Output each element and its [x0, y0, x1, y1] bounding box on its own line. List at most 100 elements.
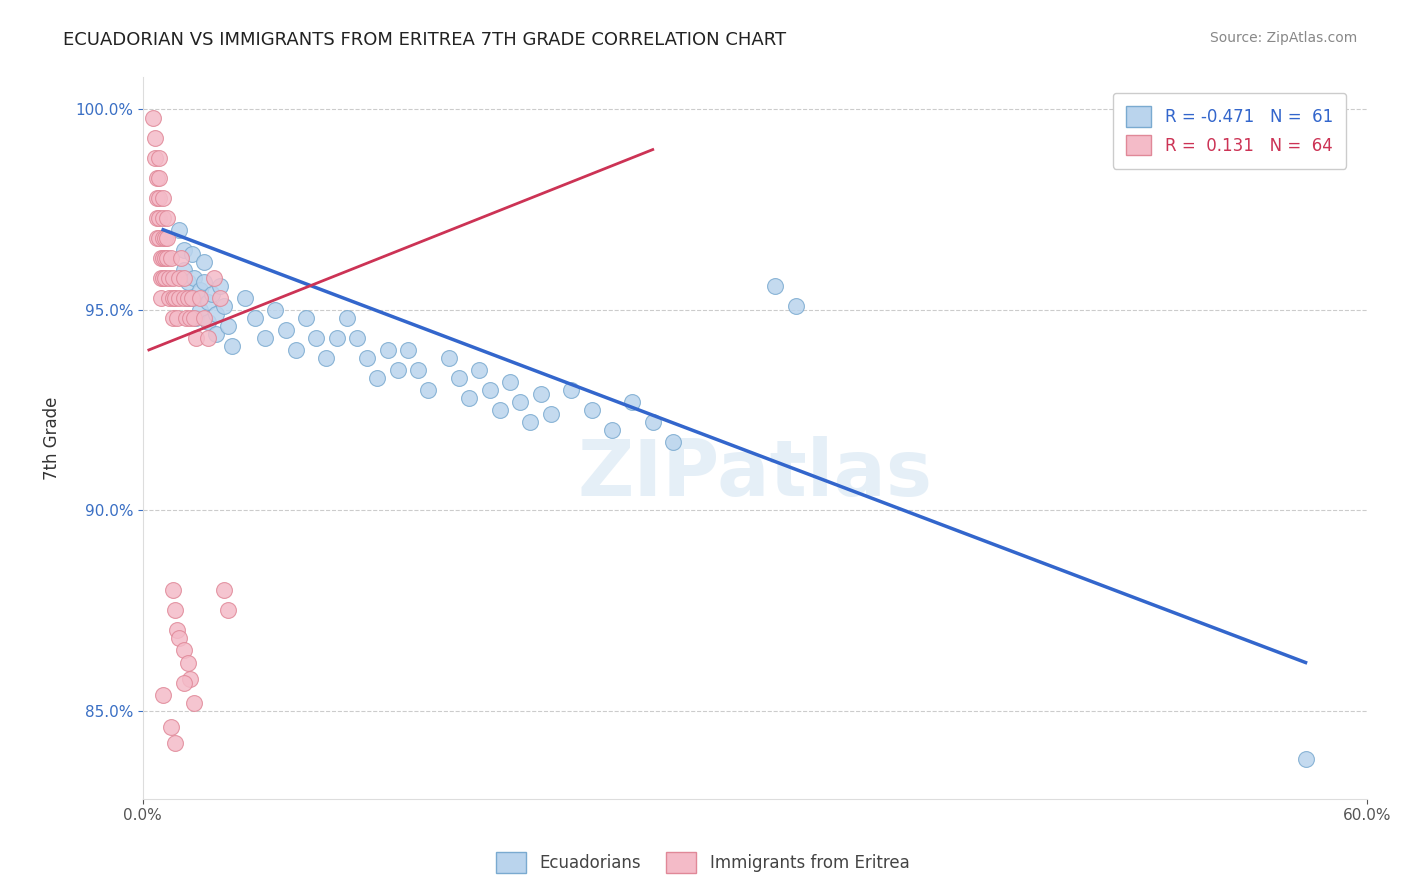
Point [295, 310, 318, 325]
Point [176, 291, 198, 305]
Point [205, 307, 228, 321]
Point [217, 318, 239, 333]
Point [183, 270, 205, 285]
Point [150, 291, 173, 305]
Point [173, 270, 195, 285]
Point [763, 278, 786, 293]
Point [170, 251, 193, 265]
Point [156, 231, 179, 245]
Point [305, 331, 328, 345]
Point [183, 310, 205, 325]
Text: ZIPatlas: ZIPatlas [578, 436, 932, 512]
Point [346, 331, 368, 345]
Point [160, 251, 183, 265]
Point [233, 291, 256, 305]
Point [396, 343, 419, 357]
Point [387, 363, 409, 377]
Point [600, 423, 623, 437]
Legend: R = -0.471   N =  61, R =  0.131   N =  64: R = -0.471 N = 61, R = 0.131 N = 64 [1114, 93, 1346, 169]
Point [183, 696, 205, 710]
Point [499, 375, 522, 389]
Point [173, 291, 195, 305]
Point [146, 191, 169, 205]
Point [176, 656, 198, 670]
Point [641, 415, 664, 429]
Point [162, 270, 184, 285]
Point [150, 251, 173, 265]
Point [169, 632, 191, 646]
Point [157, 270, 180, 285]
Point [447, 371, 470, 385]
Point [478, 383, 501, 397]
Point [152, 211, 174, 225]
Point [217, 603, 239, 617]
Point [356, 351, 378, 365]
Point [560, 383, 582, 397]
Point [165, 603, 187, 617]
Point [366, 371, 388, 385]
Point [221, 339, 243, 353]
Point [173, 675, 195, 690]
Y-axis label: 7th Grade: 7th Grade [44, 396, 60, 480]
Point [188, 291, 211, 305]
Point [325, 331, 347, 345]
Point [193, 310, 215, 325]
Point [153, 231, 176, 245]
Point [418, 383, 440, 397]
Point [146, 231, 169, 245]
Point [209, 278, 232, 293]
Point [166, 310, 188, 325]
Point [184, 331, 207, 345]
Point [148, 231, 170, 245]
Point [176, 275, 198, 289]
Point [162, 291, 184, 305]
Point [152, 270, 174, 285]
Point [143, 130, 166, 145]
Point [160, 720, 183, 734]
Point [152, 688, 174, 702]
Point [165, 736, 187, 750]
Point [180, 291, 202, 305]
Point [162, 583, 184, 598]
Point [153, 270, 176, 285]
Point [193, 254, 215, 268]
Point [169, 270, 191, 285]
Point [173, 643, 195, 657]
Text: Source: ZipAtlas.com: Source: ZipAtlas.com [1209, 31, 1357, 45]
Point [214, 299, 236, 313]
Point [529, 387, 551, 401]
Point [156, 211, 179, 225]
Point [146, 211, 169, 225]
Point [152, 251, 174, 265]
Point [173, 262, 195, 277]
Point [315, 351, 337, 365]
Point [184, 310, 207, 325]
Point [169, 291, 191, 305]
Point [193, 275, 215, 289]
Legend: Ecuadorians, Immigrants from Eritrea: Ecuadorians, Immigrants from Eritrea [489, 846, 917, 880]
Point [148, 211, 170, 225]
Point [143, 151, 166, 165]
Point [202, 270, 225, 285]
Point [152, 231, 174, 245]
Point [406, 363, 429, 377]
Point [197, 331, 219, 345]
Point [183, 291, 205, 305]
Point [254, 331, 277, 345]
Point [153, 251, 176, 265]
Point [1295, 752, 1317, 766]
Point [519, 415, 541, 429]
Point [174, 310, 197, 325]
Point [284, 343, 307, 357]
Point [209, 291, 232, 305]
Point [214, 583, 236, 598]
Text: ECUADORIAN VS IMMIGRANTS FROM ERITREA 7TH GRADE CORRELATION CHART: ECUADORIAN VS IMMIGRANTS FROM ERITREA 7T… [63, 31, 786, 49]
Point [264, 302, 287, 317]
Point [148, 151, 170, 165]
Point [336, 310, 359, 325]
Point [488, 403, 510, 417]
Point [166, 624, 188, 638]
Point [148, 170, 170, 185]
Point [165, 291, 187, 305]
Point [162, 310, 184, 325]
